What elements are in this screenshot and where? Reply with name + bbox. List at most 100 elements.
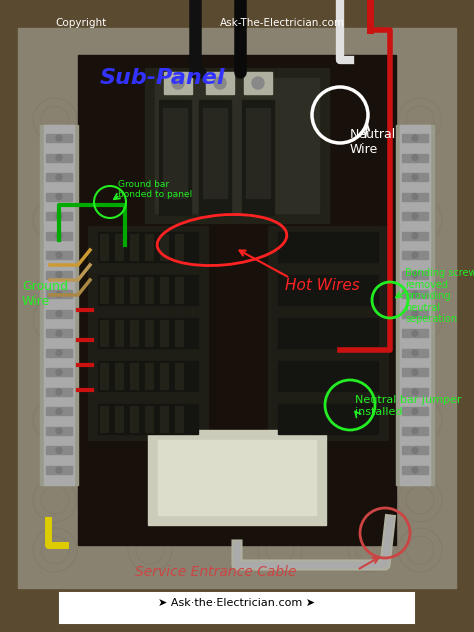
- Text: Bonding screw
removed
providing
neutral
seperation: Bonding screw removed providing neutral …: [405, 268, 474, 324]
- Bar: [268, 269, 388, 311]
- Bar: [88, 355, 208, 397]
- Circle shape: [56, 408, 62, 415]
- Circle shape: [412, 428, 418, 434]
- Circle shape: [398, 98, 442, 142]
- Circle shape: [56, 135, 62, 141]
- Circle shape: [56, 369, 62, 375]
- Bar: [402, 134, 428, 142]
- Circle shape: [56, 389, 62, 395]
- Bar: [402, 212, 428, 220]
- Bar: [115, 234, 123, 260]
- Bar: [402, 368, 428, 376]
- Circle shape: [56, 291, 62, 297]
- Bar: [46, 270, 72, 279]
- Circle shape: [41, 306, 69, 334]
- Circle shape: [412, 135, 418, 141]
- Bar: [130, 363, 138, 389]
- Bar: [46, 329, 72, 337]
- Bar: [46, 446, 72, 454]
- Bar: [78, 55, 396, 545]
- Text: ➤ Ask·the·Electrician.com ➤: ➤ Ask·the·Electrician.com ➤: [158, 598, 316, 608]
- Bar: [402, 251, 428, 259]
- Circle shape: [56, 272, 62, 277]
- Circle shape: [398, 398, 442, 442]
- Circle shape: [412, 389, 418, 395]
- Bar: [199, 100, 231, 215]
- Circle shape: [56, 174, 62, 180]
- Bar: [130, 320, 138, 346]
- Bar: [46, 212, 72, 220]
- Bar: [402, 290, 428, 298]
- Circle shape: [33, 98, 77, 142]
- Circle shape: [412, 174, 418, 180]
- Circle shape: [266, 536, 294, 564]
- Bar: [402, 466, 428, 474]
- Circle shape: [412, 331, 418, 336]
- Bar: [145, 363, 153, 389]
- Bar: [98, 318, 198, 348]
- Circle shape: [406, 406, 434, 434]
- Circle shape: [56, 311, 62, 317]
- Circle shape: [56, 331, 62, 336]
- Text: Neutral bar jumper
installed: Neutral bar jumper installed: [355, 395, 462, 416]
- Circle shape: [412, 291, 418, 297]
- Circle shape: [412, 350, 418, 356]
- Circle shape: [406, 206, 434, 234]
- Circle shape: [406, 536, 434, 564]
- Circle shape: [412, 369, 418, 375]
- Bar: [100, 277, 108, 303]
- Circle shape: [252, 77, 264, 89]
- Bar: [402, 388, 428, 396]
- Circle shape: [258, 528, 302, 572]
- Bar: [46, 466, 72, 474]
- Circle shape: [412, 155, 418, 161]
- Bar: [46, 388, 72, 396]
- Circle shape: [56, 233, 62, 239]
- Bar: [145, 277, 153, 303]
- Bar: [100, 234, 108, 260]
- Circle shape: [56, 447, 62, 454]
- Bar: [402, 154, 428, 162]
- Bar: [244, 72, 272, 94]
- Circle shape: [41, 106, 69, 134]
- Circle shape: [412, 408, 418, 415]
- Text: Ground
Wire: Ground Wire: [22, 280, 68, 308]
- Bar: [44, 125, 74, 485]
- Bar: [40, 125, 78, 485]
- Bar: [402, 349, 428, 357]
- Bar: [164, 72, 192, 94]
- Circle shape: [406, 486, 434, 514]
- Circle shape: [41, 486, 69, 514]
- Bar: [160, 277, 168, 303]
- Bar: [145, 320, 153, 346]
- Bar: [115, 363, 123, 389]
- Bar: [100, 320, 108, 346]
- Bar: [60, 593, 414, 623]
- Bar: [46, 154, 72, 162]
- Circle shape: [172, 77, 184, 89]
- Bar: [175, 320, 183, 346]
- Bar: [100, 406, 108, 432]
- Bar: [115, 320, 123, 346]
- Text: Ask-The-Electrician.com: Ask-The-Electrician.com: [220, 18, 345, 28]
- Circle shape: [128, 528, 172, 572]
- Bar: [130, 406, 138, 432]
- Circle shape: [348, 528, 392, 572]
- Circle shape: [398, 528, 442, 572]
- Bar: [115, 406, 123, 432]
- Circle shape: [33, 528, 77, 572]
- Bar: [278, 404, 378, 434]
- Bar: [115, 277, 123, 303]
- Bar: [242, 100, 274, 215]
- Bar: [160, 320, 168, 346]
- Bar: [46, 232, 72, 240]
- Circle shape: [398, 298, 442, 342]
- Bar: [98, 232, 198, 262]
- Circle shape: [41, 536, 69, 564]
- Bar: [88, 226, 208, 268]
- Bar: [268, 355, 388, 397]
- Circle shape: [398, 198, 442, 242]
- Bar: [278, 275, 378, 305]
- Bar: [100, 363, 108, 389]
- Bar: [175, 406, 183, 432]
